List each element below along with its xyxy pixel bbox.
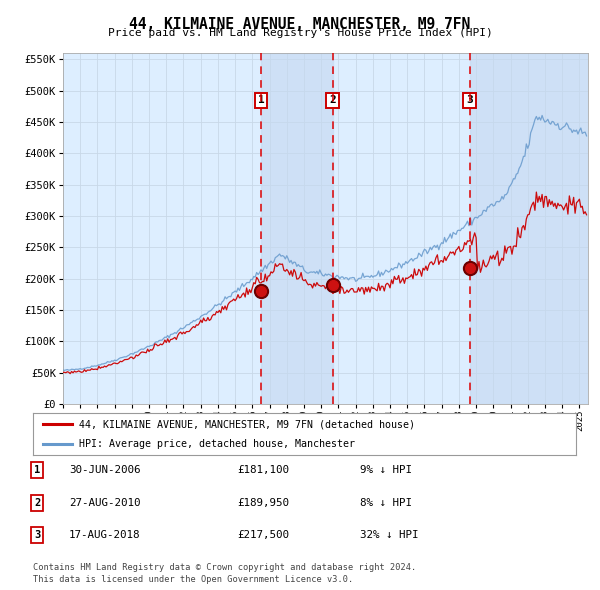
Text: 3: 3	[34, 530, 40, 540]
Bar	[470, 53, 588, 404]
Text: 2: 2	[329, 96, 336, 106]
Text: Contains HM Land Registry data © Crown copyright and database right 2024.: Contains HM Land Registry data © Crown c…	[33, 563, 416, 572]
Text: 3: 3	[466, 96, 473, 106]
Bar	[261, 53, 332, 404]
Text: 44, KILMAINE AVENUE, MANCHESTER, M9 7FN: 44, KILMAINE AVENUE, MANCHESTER, M9 7FN	[130, 17, 470, 31]
Text: HPI: Average price, detached house, Manchester: HPI: Average price, detached house, Manc…	[79, 439, 355, 449]
Text: £217,500: £217,500	[237, 530, 289, 540]
Text: 27-AUG-2010: 27-AUG-2010	[69, 498, 140, 507]
Text: 44, KILMAINE AVENUE, MANCHESTER, M9 7FN (detached house): 44, KILMAINE AVENUE, MANCHESTER, M9 7FN …	[79, 419, 415, 430]
Text: 30-JUN-2006: 30-JUN-2006	[69, 466, 140, 475]
Text: Price paid vs. HM Land Registry's House Price Index (HPI): Price paid vs. HM Land Registry's House …	[107, 28, 493, 38]
Text: 1: 1	[257, 96, 265, 106]
Text: 8% ↓ HPI: 8% ↓ HPI	[360, 498, 412, 507]
Text: 17-AUG-2018: 17-AUG-2018	[69, 530, 140, 540]
Text: £181,100: £181,100	[237, 466, 289, 475]
Text: £189,950: £189,950	[237, 498, 289, 507]
Text: 2: 2	[34, 498, 40, 507]
Text: This data is licensed under the Open Government Licence v3.0.: This data is licensed under the Open Gov…	[33, 575, 353, 584]
Text: 32% ↓ HPI: 32% ↓ HPI	[360, 530, 419, 540]
Text: 9% ↓ HPI: 9% ↓ HPI	[360, 466, 412, 475]
Text: 1: 1	[34, 466, 40, 475]
